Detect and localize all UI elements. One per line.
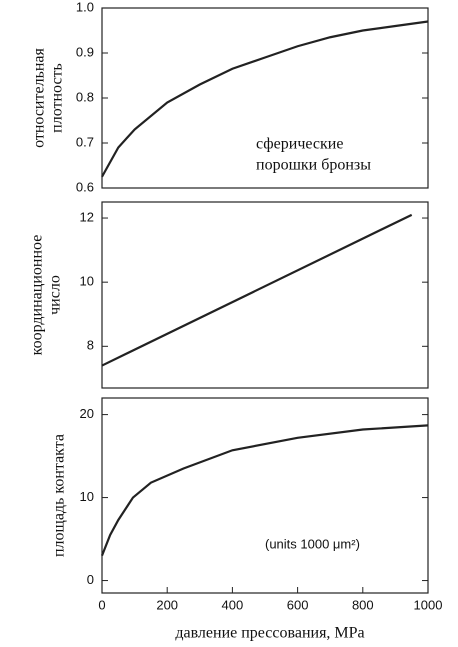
data-line <box>101 20 429 178</box>
x-tick-label: 1000 <box>414 597 443 612</box>
y-axis-label: число <box>47 275 64 315</box>
y-axis-label: координационное <box>29 235 46 356</box>
y-axis-label: относительная <box>31 47 48 147</box>
annotation: (units 1000 μm²) <box>265 536 360 551</box>
plot-frame <box>101 397 429 594</box>
data-line <box>100 424 429 557</box>
y-tick-label: 10 <box>80 274 94 289</box>
y-tick-label: 10 <box>80 489 94 504</box>
y-axis-label: площадь контакта <box>51 434 68 557</box>
x-axis-label: давление прессования, MPa <box>175 625 364 642</box>
x-tick-label: 800 <box>352 597 374 612</box>
x-tick-label: 600 <box>287 597 309 612</box>
annotation: порошки бронзы <box>256 157 371 174</box>
y-tick-label: 0 <box>87 572 94 587</box>
plot-frame <box>101 201 429 389</box>
y-tick-label: 0.9 <box>76 44 94 59</box>
y-tick-label: 12 <box>80 209 94 224</box>
x-tick-label: 400 <box>222 597 244 612</box>
x-tick-label: 200 <box>156 597 178 612</box>
y-tick-label: 1.0 <box>76 0 94 14</box>
y-tick-label: 20 <box>80 406 94 421</box>
y-tick-label: 8 <box>87 338 94 353</box>
annotation: сферические <box>256 136 343 153</box>
y-axis-label: плотность <box>49 63 66 133</box>
x-tick-label: 0 <box>98 597 105 612</box>
y-tick-label: 0.6 <box>76 179 94 194</box>
y-tick-label: 0.7 <box>76 134 94 149</box>
y-tick-label: 0.8 <box>76 89 94 104</box>
data-line <box>101 213 413 367</box>
